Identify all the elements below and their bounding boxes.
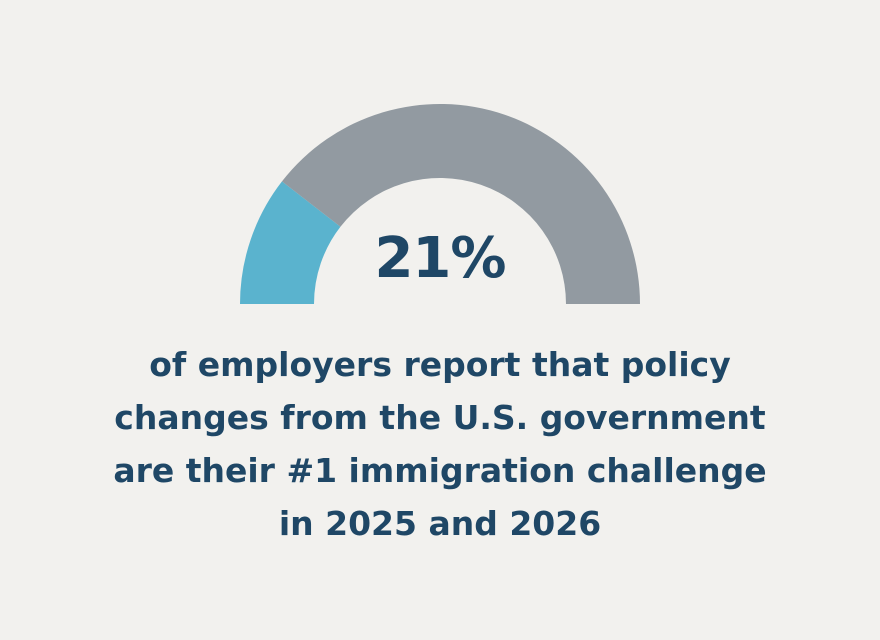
caption-line-2: changes from the U.S. government xyxy=(114,398,766,437)
caption-line-1: of employers report that policy xyxy=(149,345,731,384)
caption-line-4: in 2025 and 2026 xyxy=(278,504,602,543)
gauge-segment-value xyxy=(240,181,341,304)
caption: of employers report that policy changes … xyxy=(0,338,880,550)
caption-line-3: are their #1 immigration challenge xyxy=(113,451,767,490)
percentage-value: 21% xyxy=(374,226,506,291)
gauge-segment-remainder xyxy=(281,104,640,305)
